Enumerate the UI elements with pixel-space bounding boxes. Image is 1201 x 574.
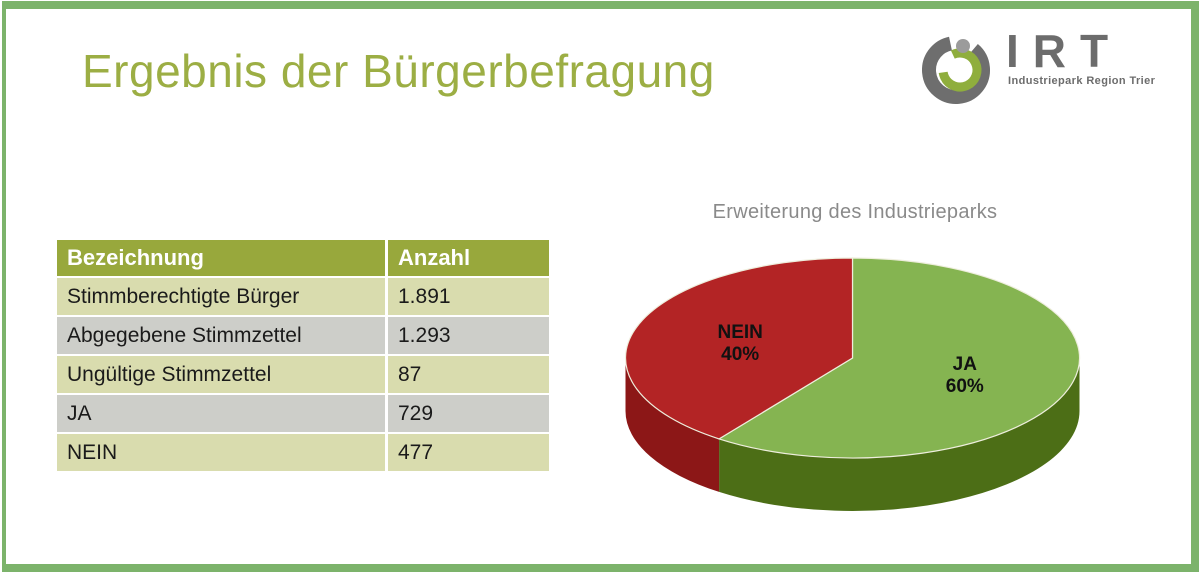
row-value-cell: 477 (388, 434, 549, 471)
page-title: Ergebnis der Bürgerbefragung (82, 45, 715, 97)
col-header-anzahl: Anzahl (388, 240, 549, 276)
row-value-cell: 729 (388, 395, 549, 432)
logo-dot (956, 39, 970, 53)
row-value-cell: 1.293 (388, 317, 549, 354)
table-row: NEIN 477 (57, 434, 549, 471)
irt-logo-icon (922, 36, 990, 104)
table-row: Abgegebene Stimmzettel 1.293 (57, 317, 549, 354)
row-label-cell: Stimmberechtigte Bürger (57, 278, 385, 315)
logo-subtitle: Industriepark Region Trier (1008, 75, 1156, 87)
frame-bottom-bar (2, 564, 1199, 572)
row-label-cell: NEIN (57, 434, 385, 471)
row-label-cell: Abgegebene Stimmzettel (57, 317, 385, 354)
row-value-cell: 87 (388, 356, 549, 393)
table-row: Stimmberechtigte Bürger 1.891 (57, 278, 549, 315)
irt-logo: IRT Industriepark Region Trier (922, 28, 1155, 108)
results-table: Bezeichnung Anzahl Stimmberechtigte Bürg… (54, 238, 552, 473)
frame-top-bar (2, 1, 1199, 9)
table-header-row: Bezeichnung Anzahl (57, 240, 549, 276)
row-label-cell: Ungültige Stimmzettel (57, 356, 385, 393)
col-header-bezeichnung: Bezeichnung (57, 240, 385, 276)
table-row: JA 729 (57, 395, 549, 432)
chart-title: Erweiterung des Industrieparks (712, 201, 998, 223)
table-row: Ungültige Stimmzettel 87 (57, 356, 549, 393)
frame-right-bar (1191, 1, 1199, 572)
row-value-cell: 1.891 (388, 278, 549, 315)
pie-chart: JA 60% NEIN 40% (624, 257, 1081, 511)
logo-text: IRT Industriepark Region Trier (1006, 28, 1155, 87)
logo-acronym: IRT (1006, 25, 1123, 77)
row-label-cell: JA (57, 395, 385, 432)
frame-left-bar (2, 1, 6, 572)
